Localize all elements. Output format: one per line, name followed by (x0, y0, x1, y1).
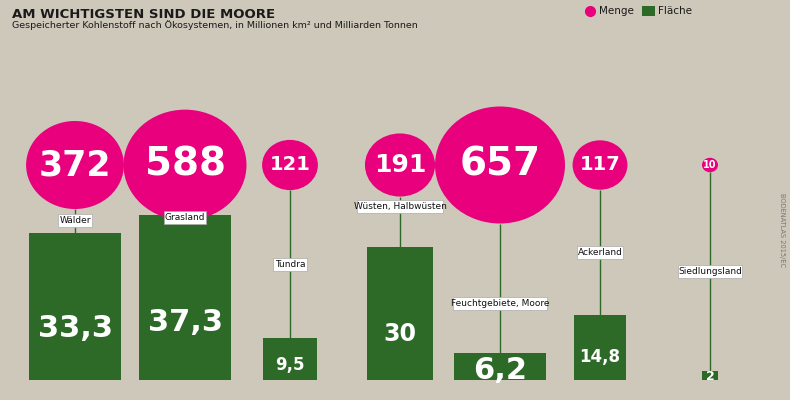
Text: 2: 2 (705, 370, 714, 384)
FancyBboxPatch shape (164, 211, 206, 224)
Text: 191: 191 (374, 153, 426, 177)
Text: Gespeicherter Kohlenstoff nach Ökosystemen, in Millionen km² und Milliarden Tonn: Gespeicherter Kohlenstoff nach Ökosystem… (12, 20, 418, 30)
FancyBboxPatch shape (139, 215, 231, 380)
Text: Feuchtgebiete, Moore: Feuchtgebiete, Moore (451, 298, 549, 308)
Text: BODENATLAS 2015/EC: BODENATLAS 2015/EC (779, 193, 785, 267)
Text: Grasland: Grasland (165, 213, 205, 222)
Text: 10: 10 (703, 160, 717, 170)
Text: 588: 588 (145, 146, 225, 184)
Ellipse shape (123, 110, 246, 220)
Ellipse shape (26, 121, 124, 209)
Text: 121: 121 (269, 156, 310, 174)
FancyBboxPatch shape (58, 214, 92, 227)
Ellipse shape (262, 140, 318, 190)
FancyBboxPatch shape (357, 200, 442, 214)
FancyBboxPatch shape (367, 247, 433, 380)
FancyBboxPatch shape (264, 338, 317, 380)
Text: Wälder: Wälder (59, 216, 91, 225)
FancyBboxPatch shape (453, 296, 547, 310)
FancyBboxPatch shape (454, 352, 546, 380)
Text: Menge: Menge (599, 6, 634, 16)
Text: Fläche: Fläche (658, 6, 692, 16)
Text: 9,5: 9,5 (275, 356, 305, 374)
Text: 657: 657 (460, 146, 540, 184)
Text: Wüsten, Halbwüsten: Wüsten, Halbwüsten (354, 202, 446, 212)
Text: Ackerland: Ackerland (577, 248, 623, 257)
Text: 30: 30 (383, 322, 416, 346)
FancyBboxPatch shape (702, 371, 717, 380)
FancyBboxPatch shape (29, 233, 121, 380)
FancyBboxPatch shape (577, 246, 623, 259)
FancyBboxPatch shape (678, 265, 742, 278)
Text: 33,3: 33,3 (37, 314, 112, 343)
Text: 37,3: 37,3 (148, 308, 223, 337)
Text: Siedlungsland: Siedlungsland (678, 267, 742, 276)
FancyBboxPatch shape (642, 6, 655, 16)
Text: 6,2: 6,2 (473, 356, 527, 385)
Ellipse shape (365, 134, 435, 196)
Ellipse shape (435, 106, 565, 224)
FancyBboxPatch shape (273, 258, 307, 270)
FancyBboxPatch shape (574, 314, 626, 380)
Text: 372: 372 (39, 148, 111, 182)
Ellipse shape (702, 158, 718, 172)
Text: 14,8: 14,8 (580, 348, 620, 366)
Ellipse shape (573, 140, 627, 190)
Text: 117: 117 (580, 156, 620, 174)
Text: AM WICHTIGSTEN SIND DIE MOORE: AM WICHTIGSTEN SIND DIE MOORE (12, 8, 275, 21)
Text: Tundra: Tundra (275, 260, 305, 268)
